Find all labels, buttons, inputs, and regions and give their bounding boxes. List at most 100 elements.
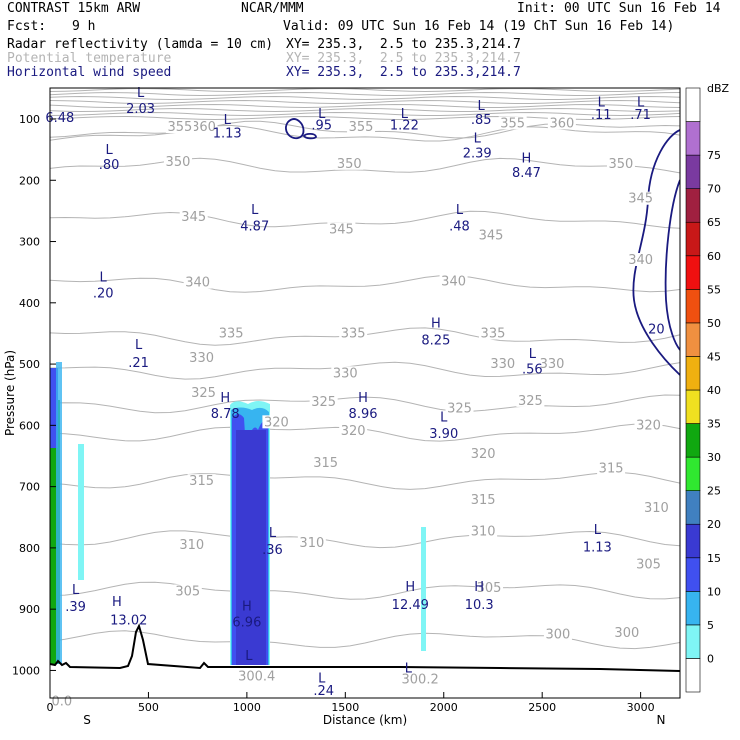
- theta-label-0: 360: [191, 120, 216, 135]
- theta-label-15: 335: [219, 327, 244, 342]
- theta-label-21: 330: [540, 357, 565, 372]
- wind-extremum-38: L: [594, 523, 602, 538]
- theta-label-41: 300: [546, 627, 571, 642]
- theta-isoline-325: [50, 394, 680, 414]
- theta-isoline-upper-band: [50, 95, 680, 101]
- x-axis-title: Distance (km): [323, 713, 407, 727]
- theta-label-9: 345: [329, 222, 354, 237]
- theta-label-22: 325: [191, 386, 216, 401]
- y-axis-title: Pressure (hPa): [3, 350, 17, 436]
- theta-label-43: 300.4: [238, 670, 275, 685]
- wind-contour-north-inner: [664, 179, 680, 351]
- colorbar-level-0: 0: [707, 652, 714, 665]
- y-tick-label-1000: 1000: [12, 664, 40, 677]
- theta-label-26: 320: [264, 415, 289, 430]
- x-tick-label-3000: 3000: [627, 701, 655, 714]
- wind-extremum-3: 1.13: [213, 126, 242, 141]
- colorbar-swatch-14: [685, 188, 701, 223]
- init-time: Init: 00 UTC Sun 16 Feb 14: [517, 1, 721, 16]
- theta-isoline-upper-band: [50, 88, 680, 93]
- forecast-hour: 9 h: [72, 19, 96, 34]
- theta-label-bg: [217, 326, 246, 340]
- theta-isoline-340: [50, 275, 680, 293]
- colorbar-level-5: 5: [707, 619, 714, 632]
- theta-label-bg: [626, 252, 655, 266]
- theta-label-33: 315: [599, 461, 624, 476]
- y-tick-label-100: 100: [19, 113, 40, 126]
- wind-extremum-41: .36: [262, 543, 283, 558]
- theta-label-11: 345: [628, 192, 653, 207]
- wind-extremum-29: .21: [128, 356, 149, 371]
- colorbar-swatch-0: [685, 658, 701, 693]
- wind-extremum-55: L: [405, 661, 413, 676]
- wind-extremum-51: H: [474, 580, 484, 595]
- theta-label-18: 330: [189, 351, 214, 366]
- forecast-label: Fcst:: [7, 19, 47, 34]
- colorbar-swatch-8: [685, 389, 701, 424]
- theta-label-bg: [339, 423, 368, 437]
- wind-extremum-8: L: [478, 99, 486, 114]
- wind-extremum-25: .20: [93, 286, 114, 301]
- axes: 100 200 300 400 500 600 700 800 900 1000 0 500 1000 1…: [3, 113, 665, 727]
- theta-label-24: 325: [447, 401, 472, 416]
- x-axis-north-label: N: [657, 713, 666, 727]
- theta-label-bg: [445, 401, 474, 415]
- theta-label-bg: [311, 455, 340, 469]
- wind-extremum-20: L: [251, 203, 259, 218]
- theta-label-29: 320: [636, 418, 661, 433]
- theta-label-25: 325: [518, 394, 543, 409]
- theta-label-37: 310: [644, 501, 669, 516]
- wind-extremum-36: L: [440, 411, 448, 426]
- theta-label-bg: [478, 326, 507, 340]
- wind-extremum-32: H: [220, 391, 230, 406]
- theta-label-bg: [469, 447, 498, 461]
- theta-label-4: 355: [500, 116, 525, 131]
- theta-label-bg: [163, 154, 192, 168]
- theta-isoline-345: [50, 210, 680, 229]
- echo-plume-cyan-2: [421, 527, 426, 651]
- theta-label-bg: [439, 274, 468, 288]
- theta-label-27: 320: [341, 424, 366, 439]
- theta-label-40: 305: [636, 557, 661, 572]
- theta-label-30: 315: [189, 474, 214, 489]
- wind-extremum-50: 12.49: [392, 598, 429, 613]
- theta-label-bg: [469, 524, 498, 538]
- wind-extremum-5: .95: [311, 118, 332, 133]
- wind-extremum-12: L: [637, 96, 645, 111]
- wind-extremum-27: 8.25: [421, 333, 450, 348]
- theta-label-28: 320: [471, 447, 496, 462]
- y-tick-label-600: 600: [19, 419, 40, 432]
- theta-label-bg: [488, 357, 517, 371]
- theta-label-bg: [187, 351, 216, 365]
- theta-isoline-upper-band: [50, 99, 680, 105]
- wind-extremum-10: L: [598, 96, 606, 111]
- colorbar-swatch-1: [685, 624, 701, 659]
- wind-extremum-15: .80: [99, 158, 120, 173]
- theta-label-bg: [469, 493, 498, 507]
- theta-label-8: 345: [181, 210, 206, 225]
- colorbar-level-40: 40: [707, 384, 721, 397]
- theta-label-bg: [543, 627, 572, 641]
- wind-extremum-1: L: [137, 86, 145, 101]
- theta-label-bg: [187, 474, 216, 488]
- colorbar-level-60: 60: [707, 250, 721, 263]
- theta-label-35: 310: [299, 536, 324, 551]
- theta-label-bg: [477, 228, 505, 242]
- theta-label-31: 315: [313, 456, 338, 471]
- theta-isoline-350: [50, 157, 680, 174]
- colorbar-swatch-9: [685, 356, 701, 391]
- theta-label-bg: [347, 120, 376, 134]
- colorbar-swatch-3: [685, 557, 701, 592]
- wind-extremum-24: L: [100, 270, 108, 285]
- field-xy-theta: XY= 235.3, 2.5 to 235.3,214.7: [286, 51, 521, 66]
- y-tick-label-800: 800: [19, 542, 40, 555]
- colorbar-level-30: 30: [707, 451, 721, 464]
- wind-extremum-44: H: [112, 595, 122, 610]
- theta-label-12: 340: [185, 276, 210, 291]
- wind-extremum-9: .85: [471, 113, 492, 128]
- colorbar-level-15: 15: [707, 552, 721, 565]
- colorbar-level-55: 55: [707, 283, 721, 296]
- theta-label-bg: [165, 120, 194, 134]
